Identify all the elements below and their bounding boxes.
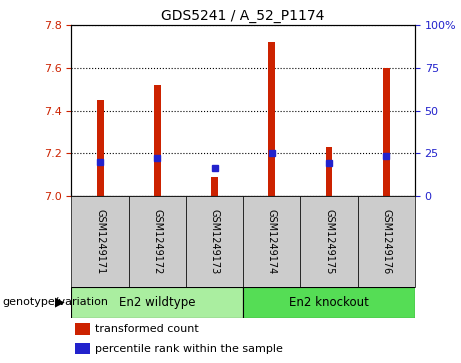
Bar — [243, 287, 415, 318]
Title: GDS5241 / A_52_P1174: GDS5241 / A_52_P1174 — [161, 9, 325, 23]
Text: GSM1249176: GSM1249176 — [381, 209, 391, 274]
Text: percentile rank within the sample: percentile rank within the sample — [95, 343, 284, 354]
Bar — [71, 196, 129, 287]
Bar — [268, 42, 275, 196]
Bar — [383, 68, 390, 196]
Bar — [211, 177, 218, 196]
Bar — [154, 85, 161, 196]
Text: genotype/variation: genotype/variation — [2, 297, 108, 307]
Bar — [301, 196, 358, 287]
Text: GSM1249175: GSM1249175 — [324, 209, 334, 274]
Text: transformed count: transformed count — [95, 324, 199, 334]
Bar — [71, 287, 243, 318]
Bar — [75, 323, 90, 335]
Text: GSM1249174: GSM1249174 — [267, 209, 277, 274]
Text: En2 knockout: En2 knockout — [289, 296, 369, 309]
Bar — [325, 147, 332, 196]
Text: GSM1249171: GSM1249171 — [95, 209, 105, 274]
Bar — [186, 196, 243, 287]
Text: GSM1249172: GSM1249172 — [152, 209, 162, 274]
Bar — [97, 100, 104, 196]
Text: ▶: ▶ — [55, 296, 65, 309]
Bar — [243, 196, 301, 287]
Text: En2 wildtype: En2 wildtype — [119, 296, 195, 309]
Bar — [129, 196, 186, 287]
Text: GSM1249173: GSM1249173 — [210, 209, 219, 274]
Bar — [75, 343, 90, 354]
Bar — [358, 196, 415, 287]
